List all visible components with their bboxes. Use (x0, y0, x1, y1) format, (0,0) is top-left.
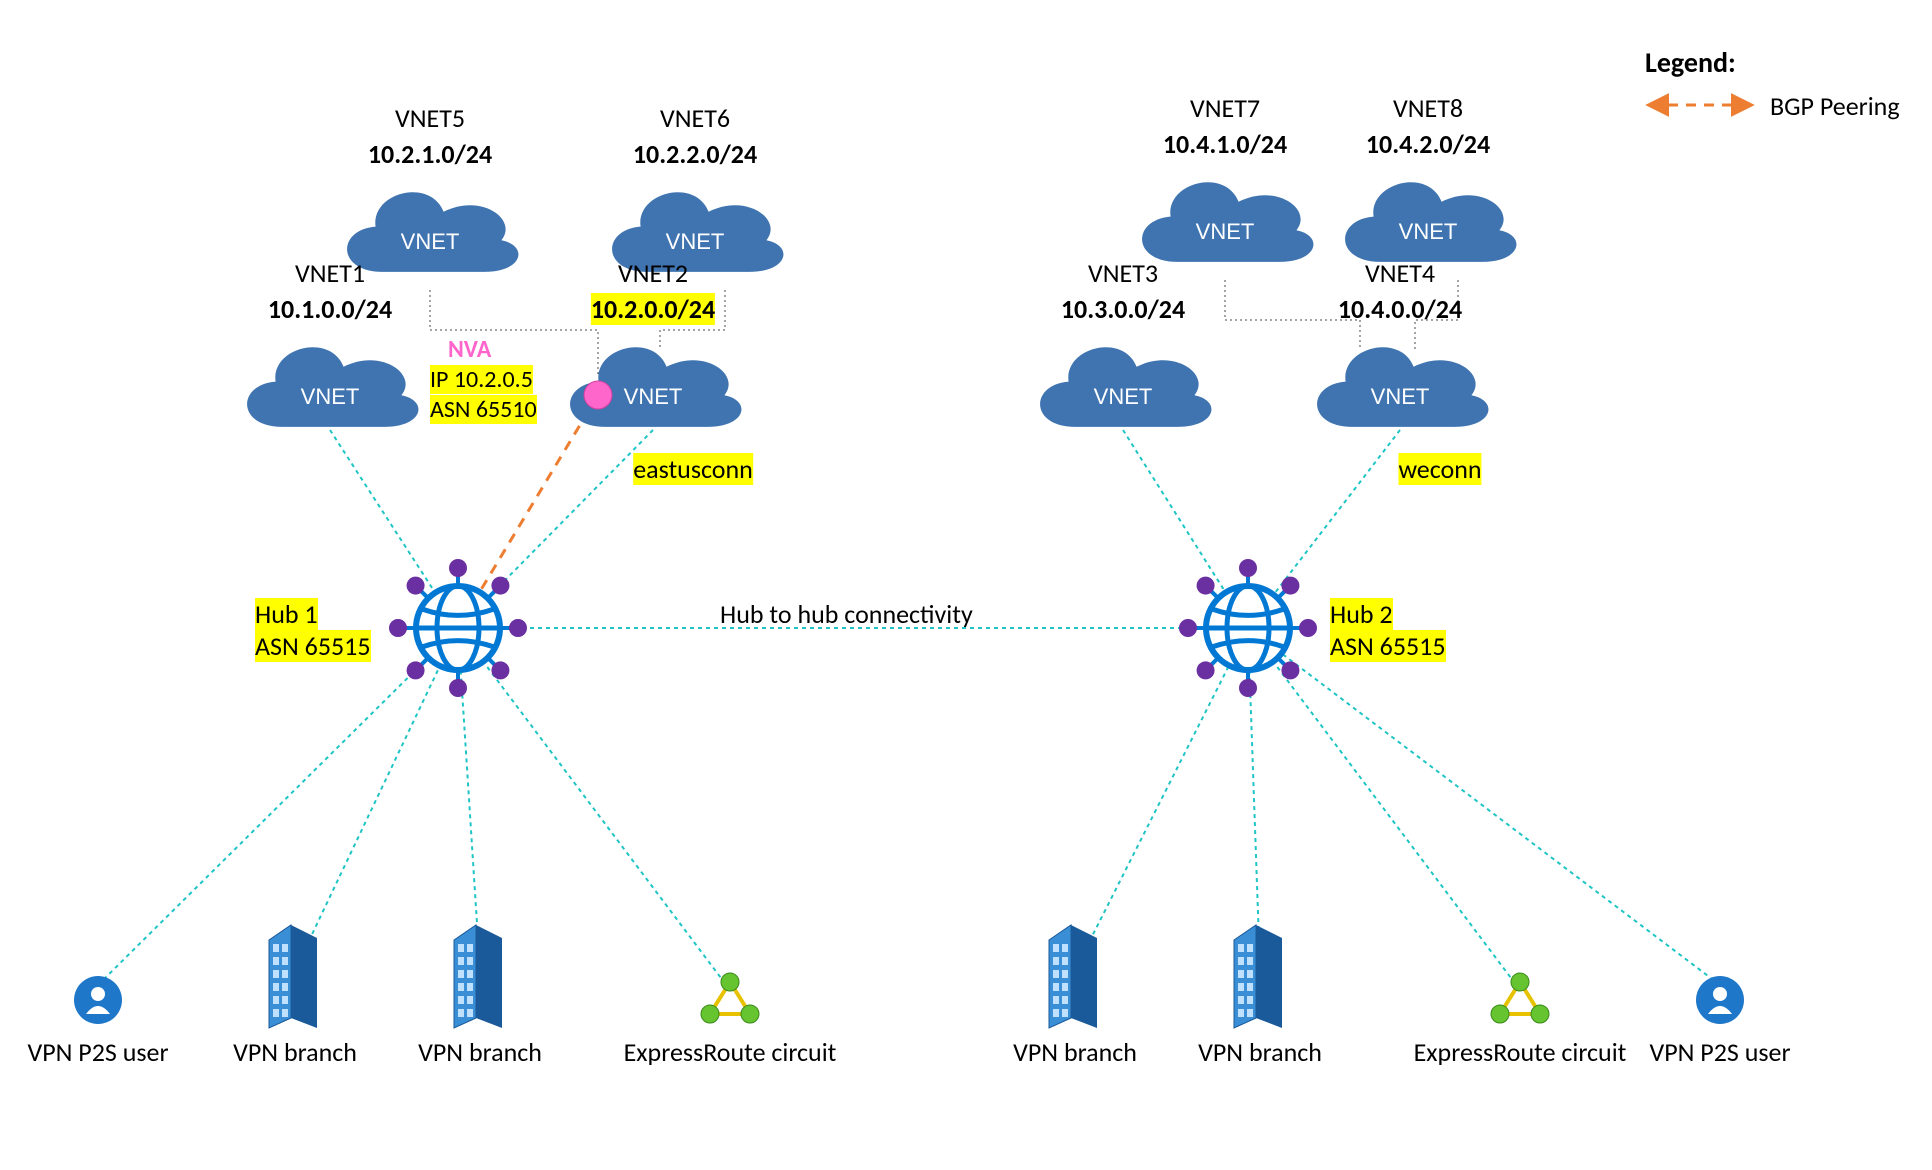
vnet-cloud-label: VNET (1094, 384, 1153, 409)
hub2-asn: ASN 65515 (1330, 630, 1446, 662)
legend-bgp-label: BGP Peering (1770, 90, 1900, 122)
hub2-label-block: Hub 2 ASN 65515 (1330, 598, 1446, 662)
vnet-cloud-label: VNET (401, 229, 460, 254)
hub-connection-link (98, 628, 458, 985)
hub1-label-block: Hub 1 ASN 65515 (255, 598, 371, 662)
building-icon (1049, 925, 1097, 1028)
er-icon (701, 973, 759, 1023)
hub-icon (389, 559, 527, 697)
vnet-cloud-label: VNET (301, 384, 360, 409)
bottom-node-caption: ExpressRoute circuit (1414, 1036, 1627, 1068)
network-diagram: VNET VNET VNET VNET VNET VNET VNET VNET (0, 0, 1932, 1170)
nva-ip: IP 10.2.0.5 (430, 365, 533, 394)
hub-icon (1179, 559, 1317, 697)
vnet-title: VNET6 (660, 102, 730, 134)
user-icon (74, 976, 122, 1024)
user-icon (1696, 976, 1744, 1024)
vnet-cloud-label: VNET (1371, 384, 1430, 409)
hub-connection-link (1248, 628, 1720, 985)
vnet-title: VNET7 (1190, 92, 1260, 124)
hub-connection-link (1248, 628, 1520, 990)
vnet-cloud-label: VNET (1399, 219, 1458, 244)
vnet-cidr: 10.2.2.0/24 (633, 138, 757, 170)
building-icon (1234, 925, 1282, 1028)
building-icon (454, 925, 502, 1028)
hub-connection-link (458, 628, 730, 990)
bottom-node-caption: VPN P2S user (1649, 1036, 1790, 1068)
hub-connection-link (458, 628, 480, 970)
vnet-cloud-label: VNET (1196, 219, 1255, 244)
nva-label: NVA (448, 335, 491, 364)
vnet-cidr: 10.1.0.0/24 (268, 293, 392, 325)
bottom-node-caption: VPN branch (1013, 1036, 1137, 1068)
hub2-name: Hub 2 (1330, 598, 1393, 630)
vnet-title: VNET4 (1365, 257, 1435, 289)
bottom-node-caption: VPN P2S user (27, 1036, 168, 1068)
vnet-cidr: 10.4.0.0/24 (1338, 293, 1462, 325)
vnet-cidr: 10.2.1.0/24 (368, 138, 492, 170)
hub1-name: Hub 1 (255, 598, 318, 630)
vnet-cidr: 10.4.2.0/24 (1366, 128, 1490, 160)
vnet-connection-label: weconn (1398, 453, 1481, 485)
bottom-node-caption: ExpressRoute circuit (624, 1036, 837, 1068)
hub1-asn: ASN 65515 (255, 630, 371, 662)
vnet-cidr: 10.4.1.0/24 (1163, 128, 1287, 160)
nva-asn: ASN 65510 (430, 395, 537, 424)
building-icon (269, 925, 317, 1028)
nva-node-icon (584, 381, 612, 409)
er-icon (1491, 973, 1549, 1023)
vnet-title: VNET1 (295, 257, 365, 289)
bottom-node-caption: VPN branch (233, 1036, 357, 1068)
vnet-cidr: 10.3.0.0/24 (1061, 293, 1185, 325)
bottom-node-caption: VPN branch (1198, 1036, 1322, 1068)
vnet-cloud-label: VNET (666, 229, 725, 254)
vnet-title: VNET3 (1088, 257, 1158, 289)
hub-to-hub-label: Hub to hub connectivity (720, 598, 973, 630)
vnet-cloud-label: VNET (624, 384, 683, 409)
hub-connection-link (1075, 628, 1248, 970)
vnet-cidr: 10.2.0.0/24 (591, 293, 715, 325)
vnet-connection-label: eastusconn (633, 453, 753, 485)
vnet-title: VNET5 (395, 102, 465, 134)
bottom-node-caption: VPN branch (418, 1036, 542, 1068)
legend-title: Legend: (1645, 45, 1736, 80)
vnet-title: VNET8 (1393, 92, 1463, 124)
hub-connection-link (295, 628, 458, 970)
vnet-title: VNET2 (618, 257, 688, 289)
